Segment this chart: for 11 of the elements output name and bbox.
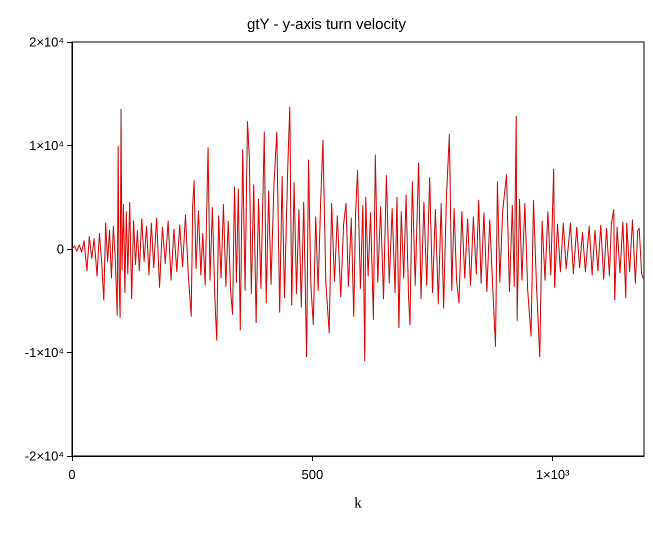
- chart-title: gtY - y-axis turn velocity: [247, 16, 406, 33]
- x-tick-label: 500: [301, 467, 324, 482]
- x-tick-label: 1×10³: [536, 467, 570, 482]
- x-axis-title: k: [354, 496, 362, 512]
- y-tick-label: 2×10⁴: [29, 34, 64, 50]
- y-tick-label: 1×10⁴: [29, 138, 64, 153]
- y-tick-label: -1×10⁴: [24, 345, 64, 360]
- line-series: [72, 106, 644, 362]
- x-tick-label: 0: [68, 467, 76, 482]
- y-tick-label: 0: [56, 242, 64, 256]
- y-tick-label: -2×10⁴: [24, 448, 64, 464]
